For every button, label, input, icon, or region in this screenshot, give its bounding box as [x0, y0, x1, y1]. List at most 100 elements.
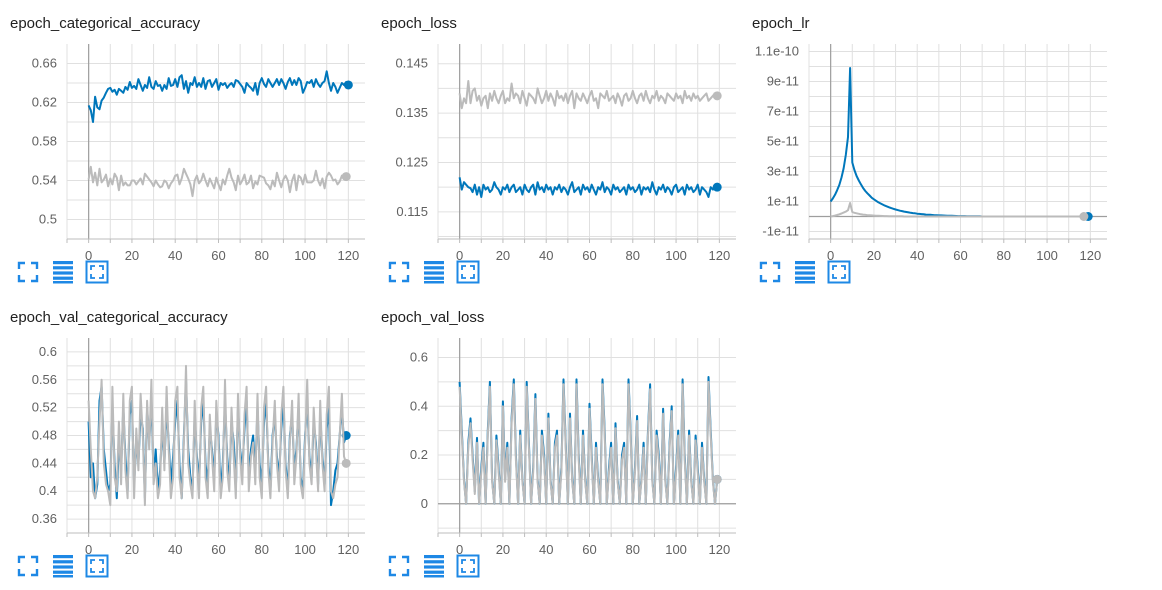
x-tick-label: 0: [85, 248, 92, 263]
y-tick-label: 0.58: [32, 134, 57, 149]
chart-title: epoch_val_loss: [381, 309, 485, 326]
y-tick-label: 0.2: [410, 447, 428, 462]
x-tick-label: 100: [665, 248, 687, 263]
series-end-marker: [341, 172, 351, 182]
fit-domain-icon: [388, 261, 410, 283]
y-tick-label: 0.62: [32, 95, 57, 110]
y-tick-label: 0: [421, 496, 428, 511]
fit-domain-icon: [388, 555, 410, 577]
x-tick-label: 80: [626, 248, 640, 263]
series-line: [830, 202, 1084, 218]
fit-domain-button[interactable]: [387, 260, 411, 284]
toggle-log-scale-icon: [53, 555, 73, 578]
y-tick-label: 0.36: [32, 511, 57, 526]
y-tick-label: 0.66: [32, 56, 57, 71]
y-tick-label: 0.135: [395, 105, 428, 120]
y-tick-label: 1e-11: [767, 194, 799, 209]
x-tick-label: 100: [294, 542, 316, 557]
expand-chart-button[interactable]: [456, 260, 480, 284]
y-tick-label: 0.56: [32, 372, 57, 387]
y-tick-label: 0.115: [396, 204, 428, 219]
y-tick-label: 0.125: [395, 154, 428, 169]
expand-chart-icon: [456, 554, 480, 578]
x-tick-label: 20: [496, 542, 510, 557]
x-tick-label: 20: [125, 542, 139, 557]
series-end-marker: [712, 474, 722, 484]
fit-domain-button[interactable]: [16, 554, 40, 578]
x-tick-label: 40: [168, 542, 182, 557]
chart-title: epoch_val_categorical_accuracy: [10, 309, 228, 326]
x-tick-label: 120: [338, 542, 360, 557]
x-tick-label: 40: [910, 248, 924, 263]
expand-chart-icon: [827, 260, 851, 284]
series-end-marker: [341, 458, 351, 468]
chart-card-epoch-lr: epoch_lr 0 20 40 60 80 100 120 -1e-11 1e-11 3e-11…: [742, 0, 1107, 290]
x-tick-label: 120: [709, 248, 731, 263]
series-end-marker: [1079, 212, 1089, 221]
x-tick-label: 0: [85, 542, 92, 557]
expand-chart-button[interactable]: [85, 554, 109, 578]
toggle-log-scale-icon: [53, 261, 73, 284]
x-tick-label: 100: [1036, 248, 1058, 263]
expand-chart-button[interactable]: [85, 260, 109, 284]
x-tick-label: 120: [338, 248, 360, 263]
expand-chart-button[interactable]: [827, 260, 851, 284]
y-tick-label: 0.4: [39, 483, 57, 498]
y-tick-label: 7e-11: [767, 104, 799, 119]
x-tick-label: 0: [827, 248, 834, 263]
x-tick-label: 0: [456, 542, 463, 557]
x-tick-label: 80: [626, 542, 640, 557]
series-line: [87, 364, 348, 507]
series-line: [829, 67, 1089, 218]
series-line: [458, 380, 719, 505]
fit-domain-button[interactable]: [758, 260, 782, 284]
toggle-log-scale-icon: [424, 555, 444, 578]
toggle-log-scale-icon: [795, 261, 815, 284]
x-tick-label: 40: [539, 542, 553, 557]
x-tick-label: 60: [582, 248, 596, 263]
expand-chart-icon: [85, 554, 109, 578]
line-chart: 0 20 40 60 80 100 120 -1e-11 1e-11 3e-11 5e-11 7e-1…: [755, 44, 1107, 263]
x-tick-label: 20: [125, 248, 139, 263]
series-end-marker: [712, 91, 722, 101]
fit-domain-button[interactable]: [387, 554, 411, 578]
x-tick-label: 40: [168, 248, 182, 263]
toggle-log-scale-button[interactable]: [51, 554, 75, 578]
y-tick-label: 0.48: [32, 428, 57, 443]
line-chart: 0 20 40 60 80 100 120 0.5 0.54 0.58 0.62 0.66: [32, 44, 365, 263]
x-tick-label: 20: [867, 248, 881, 263]
y-tick-label: 9e-11: [767, 74, 799, 89]
fit-domain-button[interactable]: [16, 260, 40, 284]
series-line: [87, 165, 347, 198]
x-tick-label: 120: [709, 542, 731, 557]
y-tick-label: 0.54: [32, 173, 57, 188]
chart-card-epoch-val-loss: epoch_val_loss 0 20 40 60 80 100 120 0 0.2 0.4 0.6: [371, 294, 736, 584]
toggle-log-scale-button[interactable]: [793, 260, 817, 284]
fit-domain-icon: [17, 555, 39, 577]
chart-card-epoch-loss: epoch_loss 0 20 40 60 80 100 120 0.115 0.125 0.13…: [371, 0, 736, 290]
toggle-log-scale-button[interactable]: [51, 260, 75, 284]
series-line: [458, 177, 718, 198]
x-tick-label: 100: [665, 542, 687, 557]
toggle-log-scale-button[interactable]: [422, 554, 446, 578]
x-tick-label: 40: [539, 248, 553, 263]
x-tick-label: 80: [997, 248, 1011, 263]
toggle-log-scale-icon: [424, 261, 444, 284]
expand-chart-button[interactable]: [456, 554, 480, 578]
x-tick-label: 60: [211, 248, 225, 263]
y-tick-label: 0.44: [32, 455, 57, 470]
series-end-marker: [712, 182, 722, 192]
x-tick-label: 60: [211, 542, 225, 557]
y-tick-label: 0.52: [32, 400, 57, 415]
chart-title: epoch_lr: [752, 15, 810, 32]
series-line: [87, 70, 350, 123]
chart-title: epoch_loss: [381, 15, 457, 32]
line-chart: 0 20 40 60 80 100 120 0.115 0.125 0.135 0.145: [395, 44, 736, 263]
series-end-marker: [343, 80, 353, 90]
y-tick-label: 0.4: [410, 398, 428, 413]
toggle-log-scale-button[interactable]: [422, 260, 446, 284]
line-chart: 0 20 40 60 80 100 120 0 0.2 0.4 0.6: [410, 338, 736, 557]
x-tick-label: 100: [294, 248, 316, 263]
x-tick-label: 80: [255, 542, 269, 557]
line-chart: 0 20 40 60 80 100 120 0.36 0.4 0.44 0.48 0.52 0.56 0.…: [32, 338, 365, 557]
